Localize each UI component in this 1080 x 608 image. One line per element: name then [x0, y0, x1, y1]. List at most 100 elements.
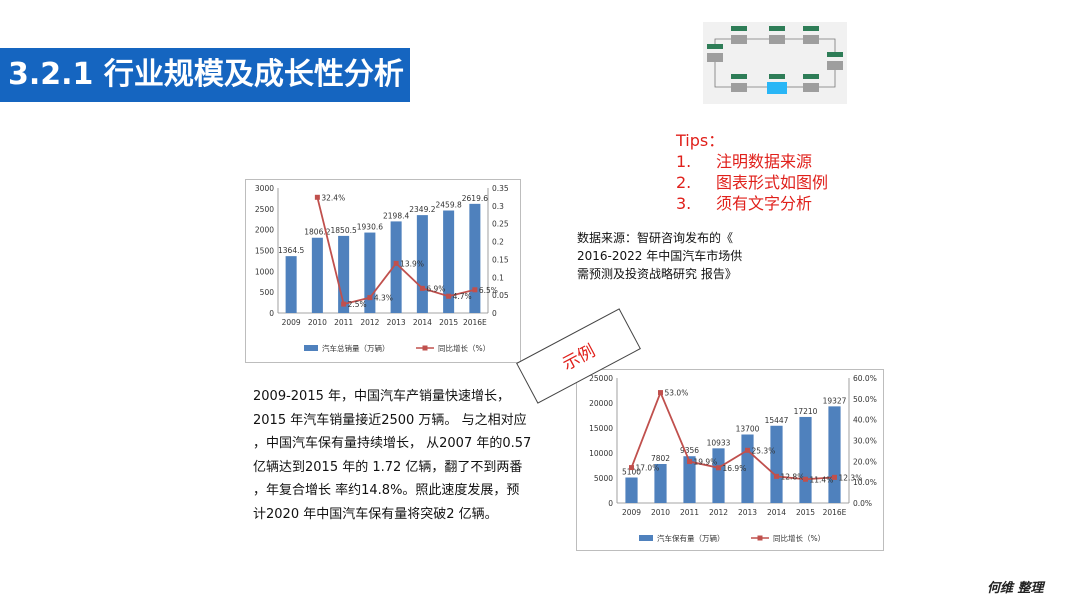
legend-swatch-bar: [304, 345, 318, 351]
analysis-line: 计2020 年中国汽车保有量将突破2 亿辆。: [253, 506, 498, 522]
y-tick-label-right: 0.35: [492, 184, 509, 193]
bar: [338, 235, 350, 313]
growth-value-label: 12.8%: [781, 472, 805, 481]
legend-label-bar: 汽车总销量（万辆）: [322, 343, 390, 353]
y-tick-label-left: 20000: [589, 399, 613, 408]
bar: [364, 232, 376, 313]
bar-value-label: 2619.6: [462, 194, 488, 203]
x-tick-label: 2009: [282, 318, 301, 327]
analysis-line: ，年复合增长 率约14.8%。照此速度发展，预: [253, 483, 520, 498]
x-tick-label: 2013: [738, 508, 757, 517]
growth-point: [832, 474, 837, 480]
tips-item: 3. 须有文字分析: [676, 193, 828, 214]
tips-item-number: 2.: [676, 173, 692, 192]
tips-item-text: 须有文字分析: [716, 194, 813, 213]
y-tick-label-right: 20.0%: [853, 457, 877, 466]
data-source-line: 数据来源：智研咨询发布的《: [577, 231, 734, 245]
x-tick-label: 2011: [334, 318, 353, 327]
y-tick-label-left: 3000: [255, 184, 274, 193]
y-tick-label-left: 2500: [255, 205, 274, 214]
bar-value-label: 1806.2: [304, 228, 330, 237]
tips-heading: Tips：: [676, 131, 725, 150]
x-tick-label: 2012: [709, 508, 728, 517]
bar-value-label: 17210: [794, 407, 818, 416]
tips-box: Tips： 1. 注明数据来源 2. 图表形式如图例 3. 须有文字分析: [676, 130, 828, 214]
bar-value-label: 1364.5: [278, 246, 304, 255]
bar: [311, 237, 323, 313]
y-tick-label-left: 15000: [589, 424, 613, 433]
x-tick-label: 2015: [439, 318, 458, 327]
tips-item-text: 图表形式如图例: [716, 173, 829, 192]
growth-point: [314, 194, 320, 200]
x-tick-label: 2014: [767, 508, 786, 517]
bar: [799, 416, 812, 503]
analysis-line: 亿辆达到2015 年的 1.72 亿辆，翻了不到两番: [253, 459, 523, 475]
bar: [712, 448, 725, 503]
y-tick-label-right: 60.0%: [853, 374, 877, 383]
data-source-line: 需预测及投资战略研究 报告》: [577, 267, 737, 281]
growth-point: [716, 465, 721, 471]
growth-value-label: 17.0%: [636, 464, 660, 473]
growth-value-label: 16.9%: [723, 464, 747, 473]
growth-value-label: 32.4%: [321, 193, 345, 202]
y-tick-label-right: 0.15: [492, 255, 509, 264]
bar: [828, 406, 841, 503]
tips-item-number: 1.: [676, 152, 692, 171]
bar-value-label: 2459.8: [436, 201, 462, 210]
y-tick-label-right: 0.05: [492, 291, 509, 300]
bar-value-label: 1850.5: [331, 226, 357, 235]
growth-point: [419, 285, 425, 291]
bar-value-label: 2349.2: [409, 205, 435, 214]
growth-point: [745, 447, 750, 453]
growth-point: [393, 260, 399, 266]
legend-label-line: 同比增长（%）: [773, 533, 825, 543]
tips-item: 2. 图表形式如图例: [676, 172, 828, 193]
y-tick-label-left: 500: [260, 288, 275, 297]
legend-swatch-bar: [639, 535, 653, 541]
growth-point: [629, 465, 634, 471]
bar-value-label: 19327: [823, 396, 847, 405]
growth-value-label: 6.9%: [426, 284, 445, 293]
growth-point: [472, 287, 478, 293]
growth-point: [774, 473, 779, 479]
bar: [654, 463, 667, 503]
growth-point: [687, 459, 692, 465]
page-title: 3.2.1 行业规模及成长性分析: [0, 48, 410, 102]
growth-value-label: 53.0%: [665, 389, 689, 398]
bar-value-label: 7802: [651, 454, 670, 463]
tips-item-number: 3.: [676, 194, 692, 213]
x-tick-label: 2015: [796, 508, 815, 517]
bar: [770, 425, 783, 503]
ownership-chart: 0 5000 10000 15000 20000 25000 0.0% 10.0% 20.0% 3…: [576, 369, 884, 551]
analysis-line: ，中国汽车保有量持续增长， 从2007 年的0.57: [253, 436, 532, 451]
example-tag-label: 示例: [559, 341, 599, 375]
growth-point: [658, 390, 663, 396]
bar-value-label: 10933: [707, 438, 731, 447]
y-tick-label-right: 30.0%: [853, 437, 877, 446]
analysis-line: 2009-2015 年，中国汽车产销量快速增长，: [253, 389, 510, 404]
y-tick-label-right: 10.0%: [853, 478, 877, 487]
y-tick-label-right: 0.1: [492, 273, 504, 282]
bar-value-label: 9356: [680, 446, 699, 455]
sales-chart: 0 500 1000 1500 2000 2500 3000 0 0.05 0.1 0.15 0.2 0…: [245, 179, 521, 363]
ownership-chart-svg: 0 5000 10000 15000 20000 25000 0.0% 10.0% 20.0% 3…: [589, 374, 877, 543]
analysis-line: 2015 年汽车销量接近2500 万辆。 与之相对应: [253, 412, 527, 428]
growth-value-label: 6.5%: [479, 286, 498, 295]
growth-value-label: 19.9%: [694, 458, 718, 467]
legend-label-bar: 汽车保有量（万辆）: [657, 533, 725, 543]
author-credit: 何维 整理: [987, 581, 1044, 596]
y-tick-label-right: 0.2: [492, 238, 504, 247]
flowchart-thumbnail: [703, 22, 847, 104]
bar: [625, 477, 638, 503]
x-tick-label: 2016E: [463, 318, 487, 327]
growth-value-label: 12.3%: [839, 473, 863, 482]
bar-value-label: 2198.4: [383, 211, 409, 220]
y-tick-label-left: 10000: [589, 449, 613, 458]
y-tick-label-left: 2000: [255, 226, 274, 235]
bar: [683, 456, 696, 503]
growth-line: [630, 390, 835, 481]
bar: [390, 221, 402, 313]
analysis-text: 2009-2015 年，中国汽车产销量快速增长， 2015 年汽车销量接近250…: [253, 385, 553, 526]
x-tick-label: 2010: [651, 508, 670, 517]
growth-point: [803, 476, 808, 482]
